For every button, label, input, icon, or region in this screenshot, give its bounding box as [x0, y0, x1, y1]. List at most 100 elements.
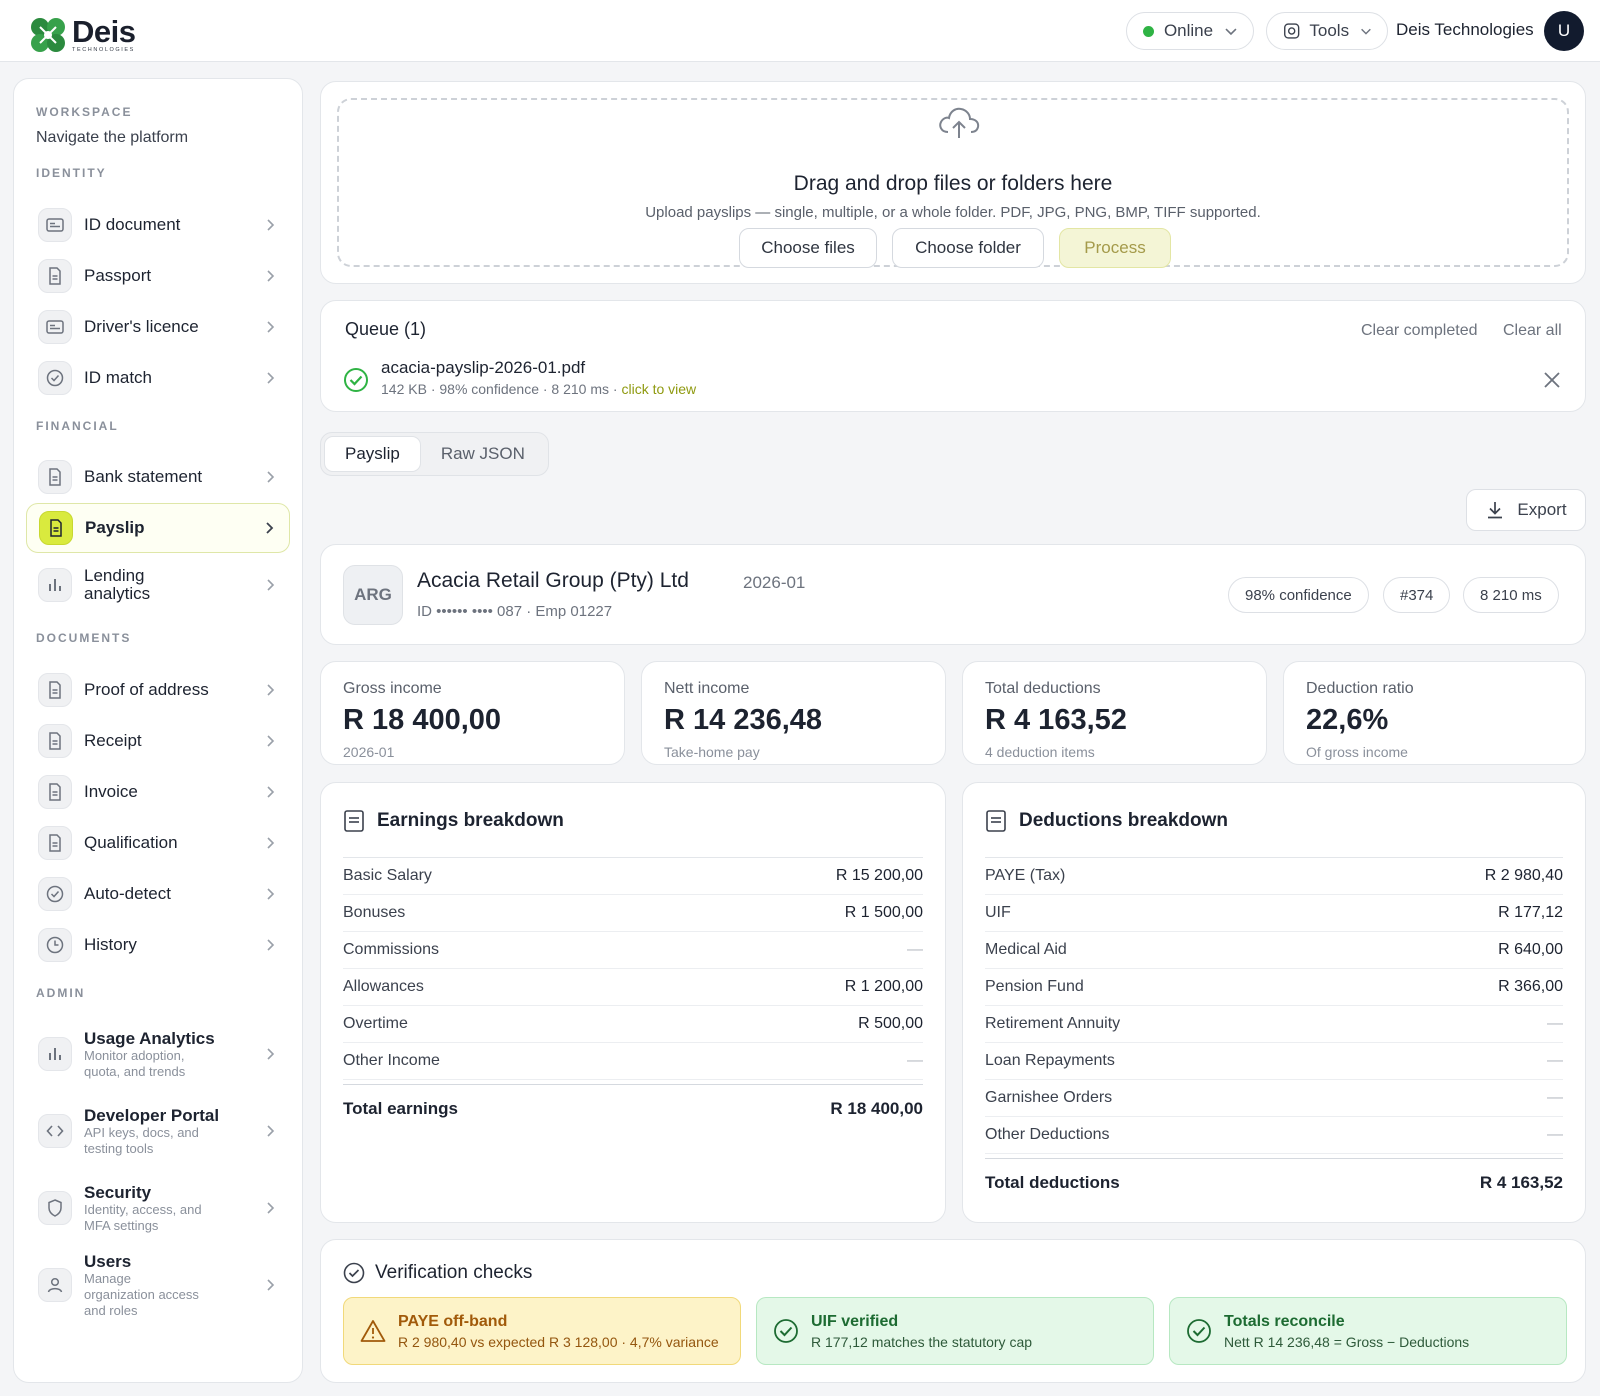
row-value: R 2 980,40 [1484, 867, 1563, 884]
total-row: Total earnings R 18 400,00 [343, 1084, 923, 1132]
table-row: Other Income — [343, 1043, 923, 1080]
id-card-icon [38, 208, 72, 242]
sidebar-item-usage-analytics[interactable]: Usage Analytics Monitor adoption, quota,… [26, 1019, 290, 1089]
pay-period: 2026-01 [743, 573, 806, 592]
online-status-dot [1143, 25, 1154, 37]
sidebar-item-history[interactable]: History [26, 920, 290, 970]
sidebar-item-lending-analytics[interactable]: Lending analytics [26, 557, 290, 613]
row-label: Garnishee Orders [985, 1089, 1113, 1106]
sidebar-item-label: Bank statement [84, 467, 203, 487]
sidebar-item-payslip[interactable]: Payslip [26, 503, 290, 553]
sidebar-item-description: Manage organization access and roles [84, 1271, 199, 1318]
document-icon [38, 724, 72, 758]
export-button[interactable]: Export [1466, 489, 1586, 531]
earnings-card: Earnings breakdown Basic Salary R 15 200,… [320, 782, 946, 1223]
chevron-down-icon [1225, 28, 1237, 36]
chevron-right-icon [267, 1048, 275, 1060]
row-value: — [907, 1052, 923, 1069]
sidebar-item-auto-detect[interactable]: Auto-detect [26, 869, 290, 919]
clear-all-link[interactable]: Clear all [1503, 322, 1562, 339]
user-avatar[interactable]: U [1544, 11, 1584, 51]
row-value: R 1 500,00 [844, 904, 923, 921]
sidebar-item-label: Receipt [84, 731, 142, 751]
sidebar-item-qualification[interactable]: Qualification [26, 818, 290, 868]
confidence-chip: 98% confidence [1228, 577, 1369, 613]
stat-card-total-deductions: Total deductions R 4 163,52 4 deduction … [962, 661, 1267, 765]
verification-card: Verification checks PAYE off-band R 2 98… [320, 1239, 1586, 1383]
status-dropdown[interactable]: Online [1126, 12, 1254, 50]
table-row: Medical Aid R 640,00 [985, 932, 1563, 969]
code-icon [38, 1114, 72, 1148]
sidebar-item-users[interactable]: Users Manage organization access and rol… [26, 1250, 290, 1320]
sidebar-item-invoice[interactable]: Invoice [26, 767, 290, 817]
check-circle-icon [1187, 1319, 1211, 1343]
stat-value: R 18 400,00 [343, 704, 502, 736]
tools-dropdown[interactable]: Tools [1266, 12, 1388, 50]
brand-tagline: TECHNOLOGIES [72, 47, 135, 54]
cloud-upload-icon [939, 107, 980, 138]
deductions-title: Deductions breakdown [1019, 810, 1229, 831]
warning-icon [360, 1320, 386, 1342]
sidebar-item-bank-statement[interactable]: Bank statement [26, 452, 290, 502]
check-circle-icon [38, 877, 72, 911]
sidebar-item-title: Users [84, 1251, 132, 1271]
chevron-right-icon [267, 471, 275, 483]
chevron-right-icon [267, 888, 275, 900]
stat-label: Deduction ratio [1306, 680, 1414, 697]
download-icon [1488, 502, 1503, 519]
row-value: R 1 200,00 [844, 978, 923, 995]
process-button[interactable]: Process [1059, 228, 1171, 268]
table-row: Bonuses R 1 500,00 [343, 895, 923, 932]
row-label: Bonuses [343, 904, 406, 921]
sidebar-item-proof-of-address[interactable]: Proof of address [26, 665, 290, 715]
tab-raw-json[interactable]: Raw JSON [440, 444, 525, 463]
sidebar-item-label: Proof of address [84, 680, 209, 700]
sidebar-item-label: Driver's licence [84, 317, 199, 337]
sidebar-item-developer-portal[interactable]: Developer Portal API keys, docs, and tes… [26, 1096, 290, 1166]
sidebar-item-receipt[interactable]: Receipt [26, 716, 290, 766]
sidebar-item-id-document[interactable]: ID document [26, 200, 290, 250]
earnings-title: Earnings breakdown [377, 810, 564, 831]
chevron-right-icon [267, 786, 275, 798]
sidebar-item-passport[interactable]: Passport [26, 251, 290, 301]
tab-payslip[interactable]: Payslip [324, 436, 421, 472]
sidebar-item-description: Identity, access, and MFA settings [84, 1202, 202, 1233]
chevron-right-icon [267, 321, 275, 333]
document-icon [986, 810, 1006, 832]
sidebar-item-label: Passport [84, 266, 152, 286]
click-to-view-link[interactable]: click to view [621, 381, 697, 397]
employer-name: Acacia Retail Group (Pty) Ltd [417, 569, 689, 592]
sidebar-item-drivers-licence[interactable]: Driver's licence [26, 302, 290, 352]
check-description: Nett R 14 236,48 = Gross − Deductions [1224, 1333, 1470, 1350]
dropzone[interactable]: Drag and drop files or folders here Uplo… [337, 98, 1569, 268]
table-row: Loan Repayments — [985, 1043, 1563, 1080]
chevron-right-icon [267, 270, 275, 282]
clear-completed-link[interactable]: Clear completed [1361, 322, 1478, 339]
chevron-right-icon [267, 1202, 275, 1214]
document-icon [38, 775, 72, 809]
close-icon[interactable] [1543, 371, 1561, 389]
brand-logo[interactable]: Deis TECHNOLOGIES [28, 15, 136, 55]
document-icon [38, 259, 72, 293]
row-label: Commissions [343, 941, 440, 958]
earnings-table: Basic Salary R 15 200,00 Bonuses R 1 500,0… [343, 857, 923, 1132]
queue-title: Queue (1) [345, 319, 427, 339]
row-value: — [1547, 1015, 1563, 1032]
stat-subtext: Take-home pay [664, 744, 760, 760]
bar-chart-icon [38, 568, 72, 602]
total-value: R 4 163,52 [1479, 1172, 1563, 1192]
chevron-right-icon [267, 372, 275, 384]
sidebar-item-security[interactable]: Security Identity, access, and MFA setti… [26, 1173, 290, 1243]
choose-folder-button[interactable]: Choose folder [892, 228, 1044, 268]
chevron-down-icon [1361, 28, 1371, 35]
sidebar-item-id-match[interactable]: ID match [26, 353, 290, 403]
check-totals-reconcile: Totals reconcile Nett R 14 236,48 = Gros… [1169, 1297, 1567, 1365]
sidebar-item-label: Auto-detect [84, 884, 171, 904]
row-value: R 15 200,00 [835, 867, 923, 884]
chevron-right-icon [267, 1125, 275, 1137]
stat-subtext: Of gross income [1306, 744, 1408, 760]
row-value: R 640,00 [1498, 941, 1563, 958]
sidebar-item-description: API keys, docs, and testing tools [84, 1125, 199, 1156]
choose-files-button[interactable]: Choose files [739, 228, 877, 268]
employee-id: ID •••••• •••• 087 · Emp 01227 [417, 603, 613, 620]
